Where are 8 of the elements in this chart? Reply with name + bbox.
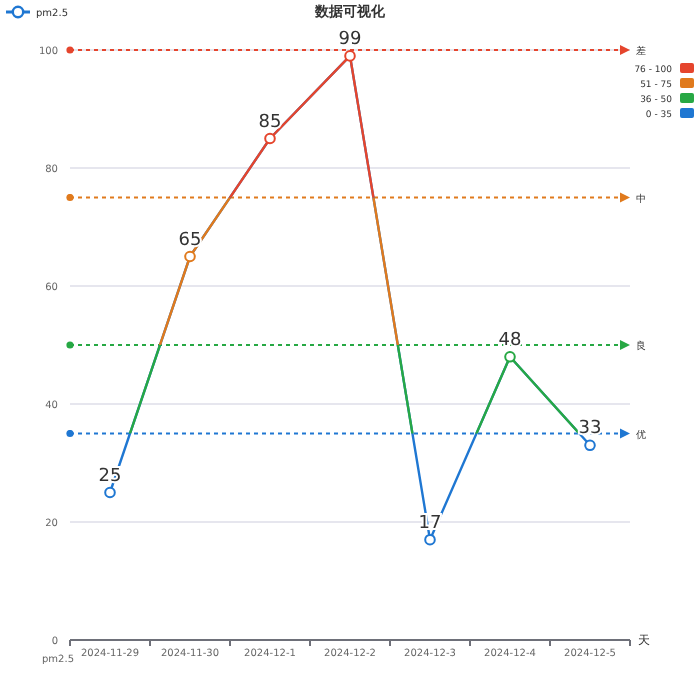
data-label: 65 — [178, 230, 202, 251]
point — [424, 533, 436, 546]
point — [584, 439, 596, 452]
data-label: 85 — [258, 112, 282, 133]
point — [104, 486, 116, 499]
data-label: 48 — [498, 330, 522, 351]
data-label: 99 — [338, 29, 362, 50]
data-label: 33 — [578, 419, 602, 440]
